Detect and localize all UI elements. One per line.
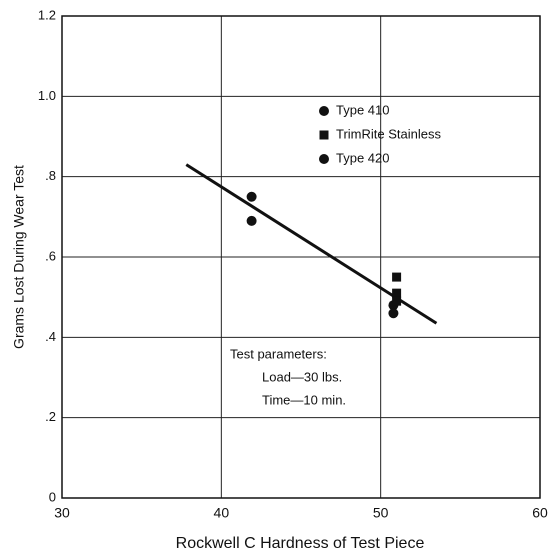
legend-marker: [319, 154, 329, 164]
legend-label: TrimRite Stainless: [336, 126, 441, 141]
data-point: [392, 288, 402, 298]
y-tick-label: .8: [45, 168, 56, 183]
data-point: [246, 215, 257, 226]
y-tick-label: .6: [45, 248, 56, 263]
y-tick-label: 0: [49, 489, 56, 504]
x-tick-label: 30: [54, 505, 70, 521]
legend-label: Type 410: [336, 102, 390, 117]
data-point: [392, 272, 402, 282]
x-axis-title: Rockwell C Hardness of Test Piece: [176, 535, 425, 552]
data-point: [392, 296, 402, 306]
annotation: Time—10 min.: [262, 392, 346, 407]
y-tick-label: .4: [45, 329, 56, 344]
annotation: Load—30 lbs.: [262, 369, 342, 384]
y-tick-label: 1.0: [38, 88, 56, 103]
legend-label: Type 420: [336, 150, 390, 165]
y-axis-title: Grams Lost During Wear Test: [11, 165, 27, 349]
y-tick-label: 1.2: [38, 7, 56, 22]
legend-marker: [319, 130, 329, 140]
x-tick-label: 40: [214, 505, 230, 521]
data-point: [246, 191, 257, 202]
plot-frame: [61, 15, 541, 499]
data-point: [388, 308, 399, 319]
x-tick-label: 60: [532, 505, 548, 521]
annotation: Test parameters:: [230, 346, 327, 361]
y-tick-label: .2: [45, 409, 56, 424]
x-tick-label: 50: [373, 505, 389, 521]
legend-marker: [319, 106, 329, 116]
